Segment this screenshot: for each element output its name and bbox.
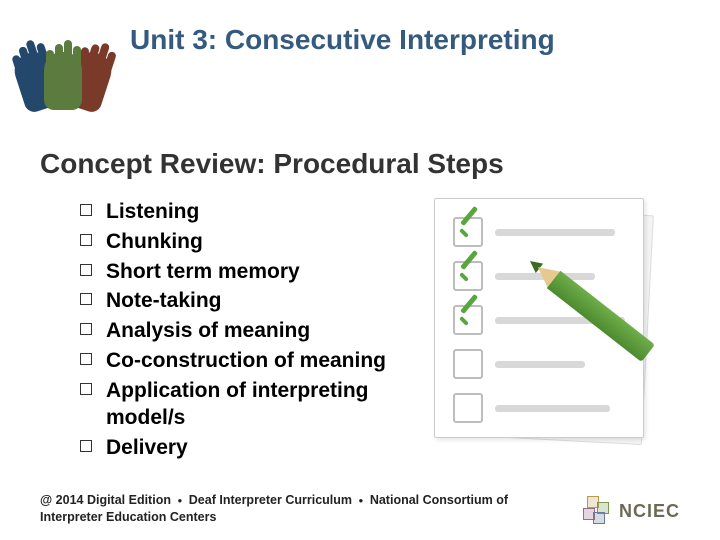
checkbox-icon xyxy=(80,204,92,216)
line-placeholder xyxy=(495,229,615,236)
slide: Unit 3: Consecutive Interpreting Concept… xyxy=(0,0,720,540)
bullet-text: Chunking xyxy=(106,228,203,256)
checkbox-icon xyxy=(80,440,92,452)
footer-part: Deaf Interpreter Curriculum xyxy=(189,493,352,507)
checklist-row xyxy=(453,393,610,423)
bullet-dot-icon: ● xyxy=(174,496,185,505)
nciec-logo: NCIEC xyxy=(583,496,680,526)
line-placeholder xyxy=(495,361,585,368)
bullet-text: Listening xyxy=(106,198,199,226)
footer-text: @ 2014 Digital Edition ● Deaf Interprete… xyxy=(40,492,560,526)
checkbox-icon xyxy=(80,293,92,305)
checked-box-icon xyxy=(453,261,483,291)
bullet-text: Analysis of meaning xyxy=(106,317,310,345)
bullet-text: Note-taking xyxy=(106,287,222,315)
checklist-row xyxy=(453,349,585,379)
checkbox-icon xyxy=(80,383,92,395)
checkbox-icon xyxy=(80,264,92,276)
unit-title: Unit 3: Consecutive Interpreting xyxy=(130,22,555,56)
checkbox-icon xyxy=(80,323,92,335)
logo-mark-icon xyxy=(583,496,613,526)
hands-icon xyxy=(10,26,120,114)
checklist-row xyxy=(453,217,615,247)
bullet-text: Short term memory xyxy=(106,258,300,286)
footer-part: @ 2014 Digital Edition xyxy=(40,493,171,507)
checkbox-icon xyxy=(80,234,92,246)
bullet-dot-icon: ● xyxy=(356,496,367,505)
bullet-text: Co-construction of meaning xyxy=(106,347,386,375)
logo-text: NCIEC xyxy=(619,501,680,522)
bullet-text: Application of interpreting model/s xyxy=(106,377,446,432)
title-row: Unit 3: Consecutive Interpreting xyxy=(40,22,680,114)
bullet-text: Delivery xyxy=(106,434,188,462)
checklist-graphic xyxy=(420,190,690,460)
section-title: Concept Review: Procedural Steps xyxy=(40,148,680,180)
footer: @ 2014 Digital Edition ● Deaf Interprete… xyxy=(40,492,680,526)
checked-box-icon xyxy=(453,305,483,335)
line-placeholder xyxy=(495,405,610,412)
unchecked-box-icon xyxy=(453,393,483,423)
checked-box-icon xyxy=(453,217,483,247)
checkbox-icon xyxy=(80,353,92,365)
unchecked-box-icon xyxy=(453,349,483,379)
